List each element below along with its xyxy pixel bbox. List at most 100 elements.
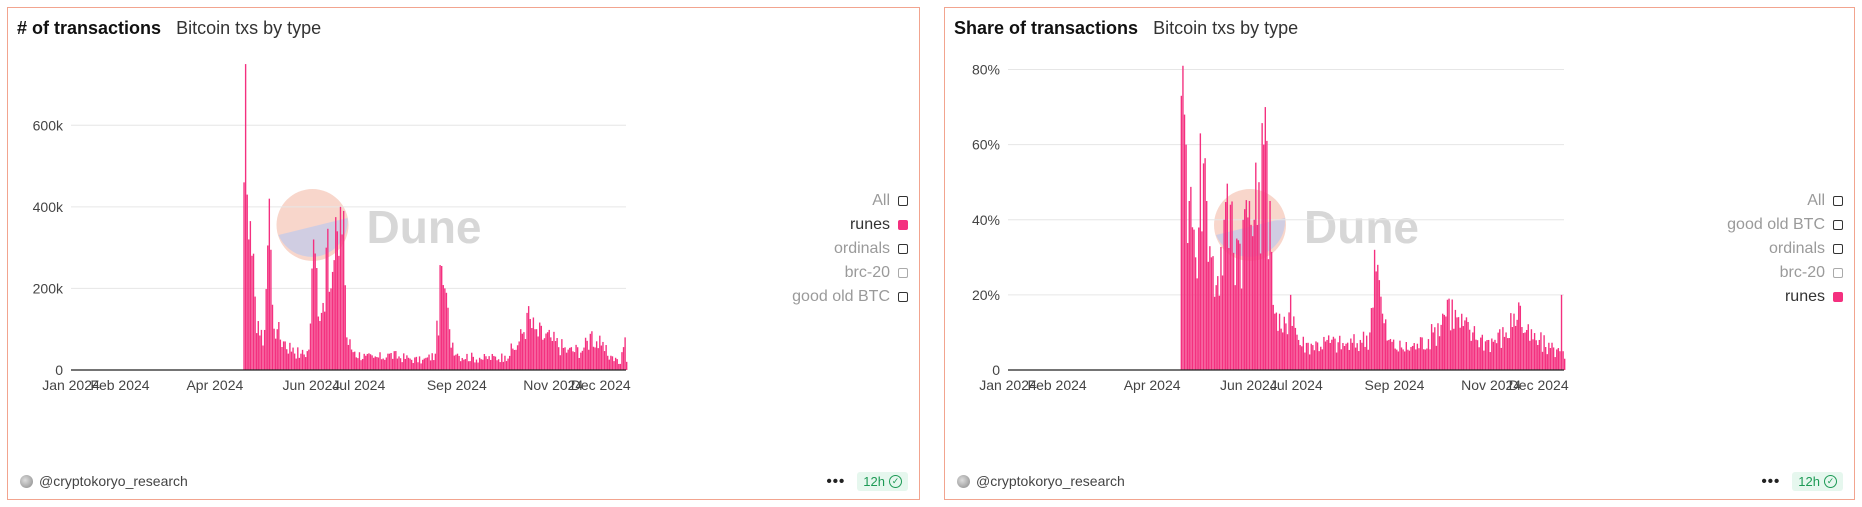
bar [1524,332,1526,370]
legend-item-runes[interactable]: runes [1727,285,1843,309]
footer-actions: ••• 12h ✓ [827,472,908,491]
bar [1500,347,1503,370]
bar [1551,342,1553,370]
bar [548,329,550,370]
bar [346,337,348,370]
bar [1296,334,1298,370]
bar [1491,338,1493,370]
bar [251,255,253,370]
legend-item-brc-20[interactable]: brc-20 [792,261,908,285]
author-link[interactable]: @cryptokoryo_research [957,473,1125,489]
x-tick-label: Nov 2024 [523,377,583,393]
bar [1495,343,1498,370]
legend-item-all[interactable]: All [792,189,908,213]
bar [1326,339,1328,370]
bar [1372,307,1374,370]
legend-item-ordinals[interactable]: ordinals [1727,237,1843,261]
bar [303,354,305,370]
legend-checkbox[interactable] [1833,244,1843,254]
bar [626,361,628,370]
bar [1282,332,1284,370]
bar [1446,299,1449,370]
more-options-icon[interactable]: ••• [826,473,846,490]
more-options-icon[interactable]: ••• [1761,473,1781,490]
bar [469,361,471,370]
bar [1518,302,1520,370]
bar [1435,345,1438,370]
bar [1385,319,1387,370]
legend-checkbox[interactable] [1833,220,1843,230]
bar [494,356,497,370]
bar [414,357,416,370]
bar [1183,114,1186,370]
legend-item-brc-20[interactable]: brc-20 [1727,261,1843,285]
legend-item-ordinals[interactable]: ordinals [792,237,908,261]
bar [564,347,566,370]
bar [379,352,381,370]
bar [569,347,571,370]
bar [434,353,437,370]
refresh-badge[interactable]: 12h ✓ [1792,472,1843,491]
refresh-badge[interactable]: 12h ✓ [857,472,908,491]
bar [336,231,339,370]
legend-checkbox[interactable] [1833,196,1843,206]
bar [1264,107,1266,370]
bar [1427,339,1430,370]
chart-legend: All good old BTC ordinals brc-20 runes [1727,189,1843,309]
bar [602,341,604,370]
bar [608,359,610,370]
bar [331,271,334,370]
bar [1364,346,1366,370]
bar [524,339,527,370]
bar [1180,95,1183,371]
bar [1315,341,1317,370]
legend-checkbox[interactable] [1833,292,1843,302]
legend-checkbox[interactable] [898,268,908,278]
legend-item-runes[interactable]: runes [792,213,908,237]
legend-checkbox[interactable] [898,292,908,302]
bar [409,358,411,370]
bar [471,352,473,370]
bar [406,355,408,370]
bar [365,355,367,370]
bar [543,338,546,370]
bar [398,356,400,370]
author-link[interactable]: @cryptokoryo_research [20,473,188,489]
bar [399,358,402,370]
bar [521,333,524,370]
bar [570,347,573,370]
bar [1324,341,1327,370]
bar [1445,316,1447,370]
legend-checkbox[interactable] [898,196,908,206]
bar [407,357,410,370]
legend-item-all[interactable]: All [1727,189,1843,213]
footer-actions: ••• 12h ✓ [1762,472,1843,491]
bar [485,356,487,370]
bar [433,360,435,370]
legend-checkbox[interactable] [1833,268,1843,278]
bar [333,260,335,370]
legend-checkbox[interactable] [898,244,908,254]
bar [1310,343,1312,370]
bar [614,357,617,370]
bar [540,325,542,370]
bar [1497,332,1499,370]
bar [1537,344,1539,370]
bar [1362,331,1365,370]
bar [594,347,596,370]
bar [1351,342,1354,370]
bar [373,357,375,370]
bar [447,307,449,370]
legend-item-good-old-btc[interactable]: good old BTC [792,285,908,309]
bar [420,363,422,370]
bar [592,346,595,370]
bar [1554,357,1556,370]
legend-checkbox[interactable] [898,220,908,230]
bar-series-runes [1180,65,1566,371]
bar [499,362,501,370]
bar [287,353,289,370]
bar [1343,346,1346,370]
bar [1511,327,1514,370]
legend-item-good-old-btc[interactable]: good old BTC [1727,213,1843,237]
bar [1202,163,1205,370]
